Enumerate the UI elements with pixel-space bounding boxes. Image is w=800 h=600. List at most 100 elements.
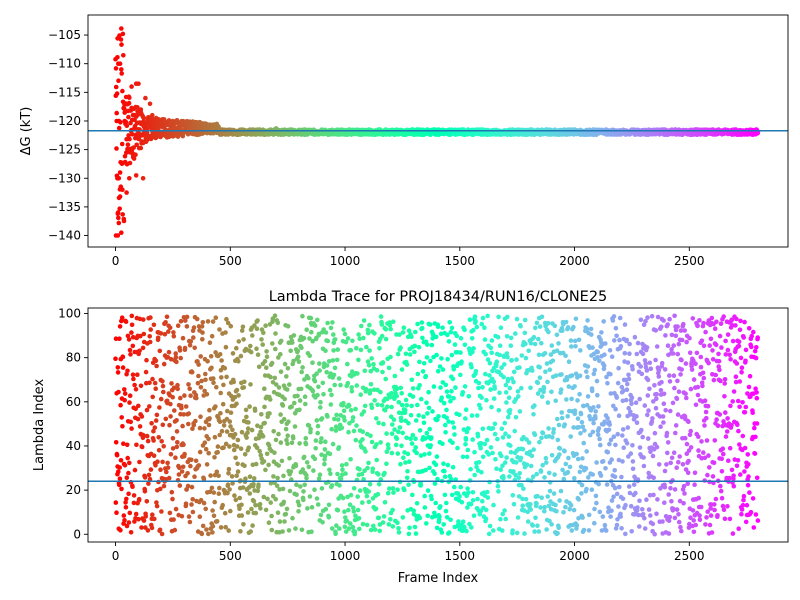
lambda-point bbox=[452, 524, 458, 530]
lambda-point bbox=[530, 523, 536, 528]
lambda-point bbox=[268, 500, 274, 505]
lambda-point bbox=[186, 421, 191, 427]
lambda-point bbox=[367, 322, 372, 328]
lambda-point bbox=[328, 325, 334, 331]
lambda-point bbox=[462, 525, 467, 530]
lambda-point bbox=[544, 460, 549, 465]
lambda-point bbox=[438, 331, 444, 337]
lambda-point bbox=[596, 426, 602, 431]
lambda-point bbox=[497, 343, 503, 349]
lambda-point bbox=[593, 416, 598, 421]
lambda-point bbox=[432, 471, 437, 477]
dg-point bbox=[116, 215, 121, 221]
lambda-point bbox=[345, 336, 351, 341]
dg-point bbox=[117, 206, 122, 211]
lambda-point bbox=[353, 437, 359, 443]
lambda-point bbox=[190, 509, 196, 515]
lambda-point bbox=[351, 428, 357, 434]
lambda-point bbox=[566, 455, 571, 461]
lambda-point bbox=[504, 334, 510, 339]
lambda-point bbox=[186, 411, 192, 416]
lambda-point bbox=[534, 471, 539, 477]
lambda-point bbox=[574, 451, 579, 457]
lambda-point bbox=[541, 389, 546, 395]
lambda-point bbox=[487, 373, 492, 378]
lambda-point bbox=[381, 421, 386, 427]
lambda-point bbox=[299, 527, 305, 533]
lambda-point bbox=[451, 367, 457, 372]
lambda-point bbox=[360, 437, 365, 442]
lambda-point bbox=[117, 476, 123, 482]
lambda-point bbox=[403, 460, 408, 465]
lambda-point bbox=[253, 510, 259, 516]
lambda-point bbox=[251, 482, 256, 487]
dg-point bbox=[154, 118, 160, 124]
lambda-point bbox=[433, 334, 439, 340]
lambda-point bbox=[407, 459, 412, 465]
lambda-point bbox=[343, 515, 348, 520]
lambda-point bbox=[441, 400, 447, 406]
lambda-point bbox=[440, 325, 445, 331]
lambda-point bbox=[199, 531, 205, 537]
lambda-point bbox=[168, 452, 174, 457]
lambda-point bbox=[589, 487, 595, 493]
lambda-point bbox=[350, 524, 356, 530]
lambda-point bbox=[154, 363, 159, 369]
lambda-point bbox=[538, 505, 543, 510]
lambda-point bbox=[536, 352, 542, 358]
lambda-point bbox=[554, 348, 560, 354]
lambda-point bbox=[293, 526, 298, 531]
lambda-point bbox=[295, 393, 300, 399]
lambda-point bbox=[148, 467, 154, 472]
lambda-point bbox=[209, 333, 215, 339]
lambda-point bbox=[473, 369, 479, 374]
lambda-point bbox=[194, 395, 199, 401]
lambda-point bbox=[138, 383, 144, 389]
lambda-point bbox=[502, 460, 508, 465]
lambda-point bbox=[312, 456, 318, 462]
lambda-point bbox=[557, 452, 562, 457]
lambda-point bbox=[523, 496, 529, 502]
lambda-point bbox=[585, 364, 591, 369]
lambda-point bbox=[251, 476, 257, 481]
lambda-point bbox=[304, 327, 310, 333]
lambda-point bbox=[160, 422, 166, 428]
lambda-point bbox=[556, 525, 561, 530]
lambda-point bbox=[137, 459, 142, 465]
lambda-point bbox=[372, 331, 377, 336]
lambda-point bbox=[460, 519, 466, 524]
lambda-point bbox=[301, 335, 307, 341]
lambda-point bbox=[335, 417, 341, 422]
lambda-point bbox=[278, 338, 284, 344]
lambda-point bbox=[362, 368, 368, 374]
lambda-point bbox=[124, 496, 129, 502]
x-tick-label: 1500 bbox=[445, 254, 476, 268]
lambda-point bbox=[137, 424, 143, 429]
lambda-point bbox=[209, 365, 214, 371]
dg-point bbox=[122, 110, 127, 115]
lambda-point bbox=[388, 326, 394, 332]
lambda-point bbox=[535, 380, 541, 386]
lambda-point bbox=[131, 493, 137, 498]
lambda-point bbox=[584, 449, 589, 454]
dg-point bbox=[150, 112, 155, 118]
lambda-point bbox=[489, 338, 495, 343]
lambda-point bbox=[265, 496, 270, 502]
lambda-point bbox=[316, 384, 321, 390]
lambda-point bbox=[532, 341, 538, 347]
lambda-point bbox=[498, 467, 504, 473]
lambda-point bbox=[547, 367, 553, 373]
lambda-point bbox=[365, 359, 371, 364]
lambda-point bbox=[566, 384, 572, 389]
lambda-point bbox=[555, 416, 560, 422]
lambda-point bbox=[376, 515, 382, 521]
lambda-point bbox=[466, 394, 472, 399]
lambda-point bbox=[257, 501, 263, 507]
lambda-point bbox=[156, 435, 161, 440]
lambda-point bbox=[310, 388, 316, 394]
lambda-point bbox=[287, 456, 292, 461]
lambda-point bbox=[462, 384, 468, 389]
lambda-point bbox=[335, 471, 340, 477]
lambda-point bbox=[562, 448, 567, 454]
lambda-point bbox=[177, 483, 183, 488]
